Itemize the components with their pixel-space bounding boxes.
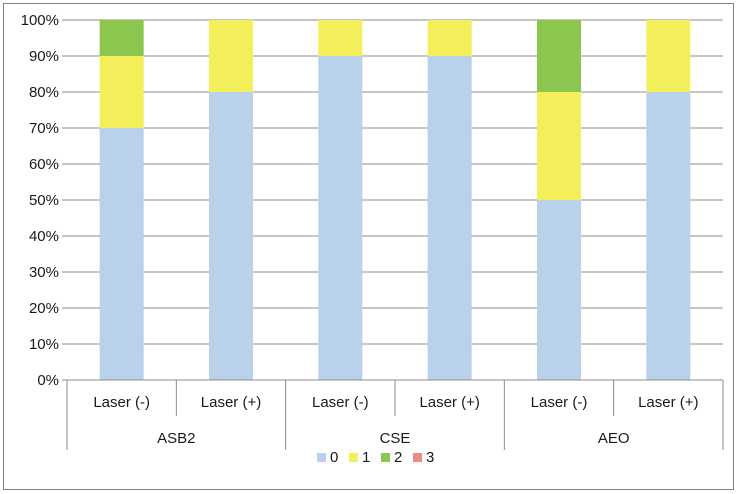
legend-label-2: 2: [394, 449, 402, 466]
bars: [99, 20, 691, 380]
stacked-bar-chart: 0% 10% 20% 30% 40% 50% 60% 70% 80% 90% 100% Laser (…: [21, 12, 724, 466]
legend-label-3: 3: [426, 449, 434, 466]
bar-segment-1: [209, 20, 253, 92]
bar-segment-0: [646, 92, 691, 380]
y-tick-label: 20%: [29, 300, 59, 317]
y-tick-label: 90%: [29, 48, 59, 65]
y-tick-label: 0%: [37, 372, 59, 389]
x-group-label: ASB2: [157, 430, 195, 447]
x-category-label: Laser (-): [531, 394, 588, 411]
bar-segment-0: [209, 92, 253, 380]
legend-swatch-2: [381, 453, 390, 462]
x-group-label: AEO: [598, 430, 630, 447]
x-group-label: CSE: [380, 430, 411, 447]
y-tick-label: 50%: [29, 192, 59, 209]
x-category-label: Laser (-): [312, 394, 369, 411]
gridlines: [67, 19, 723, 381]
legend-swatch-1: [349, 453, 358, 462]
bar-segment-0: [427, 56, 472, 380]
bar-segment-1: [537, 92, 581, 200]
axes: 0% 10% 20% 30% 40% 50% 60% 70% 80% 90% 100% Laser (…: [21, 12, 724, 450]
x-category-label: Laser (+): [638, 394, 698, 411]
y-tick-label: 80%: [29, 84, 59, 101]
chart-frame: 0% 10% 20% 30% 40% 50% 60% 70% 80% 90% 100% Laser (…: [3, 3, 734, 490]
bar-segment-1: [318, 20, 363, 56]
x-category-label: Laser (-): [93, 394, 150, 411]
y-tick-label: 60%: [29, 156, 59, 173]
x-category-label: Laser (+): [419, 394, 479, 411]
y-tick-label: 30%: [29, 264, 59, 281]
y-tick-label: 100%: [21, 12, 59, 29]
bar-segment-0: [537, 200, 581, 380]
bar-segment-2: [99, 20, 144, 56]
bar-segment-2: [537, 20, 581, 92]
bar-segment-0: [99, 128, 144, 380]
legend-label-1: 1: [362, 449, 370, 466]
bar-segment-1: [646, 20, 691, 92]
legend: 0 1 2 3: [317, 449, 434, 466]
legend-label-0: 0: [330, 449, 338, 466]
legend-swatch-3: [413, 453, 422, 462]
legend-swatch-0: [317, 453, 326, 462]
x-category-label: Laser (+): [201, 394, 261, 411]
bar-segment-1: [99, 56, 144, 128]
y-tick-label: 40%: [29, 228, 59, 245]
bar-segment-1: [427, 20, 472, 56]
y-tick-label: 10%: [29, 336, 59, 353]
bar-segment-0: [318, 56, 363, 380]
y-tick-label: 70%: [29, 120, 59, 137]
